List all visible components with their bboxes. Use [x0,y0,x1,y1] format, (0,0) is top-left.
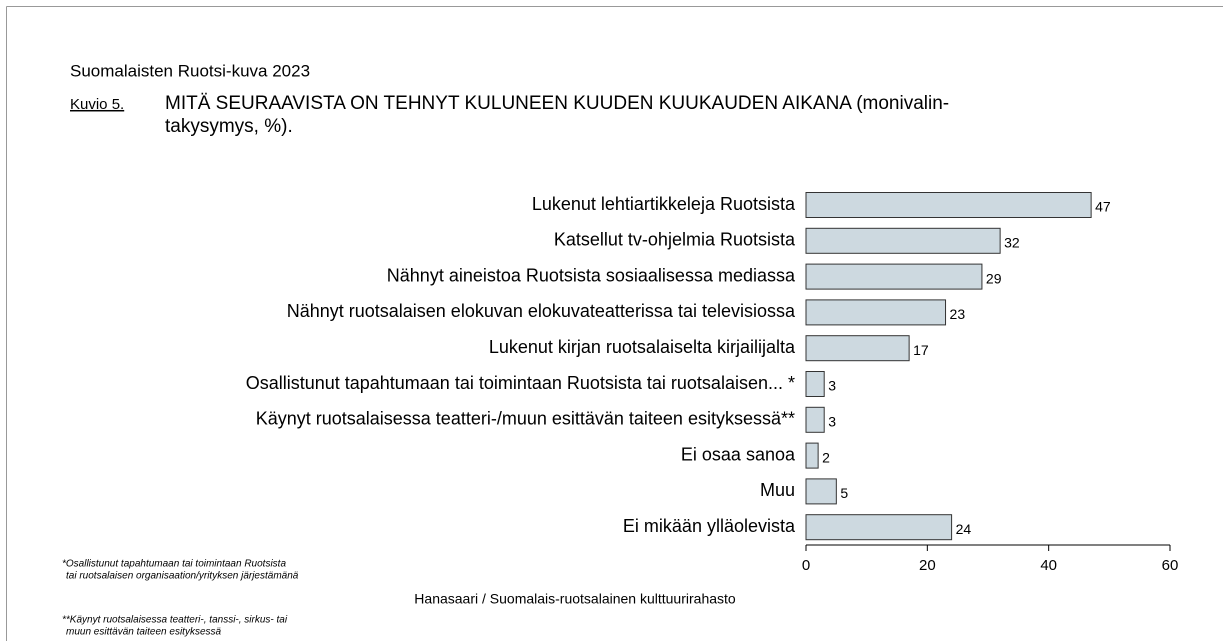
bar [805,371,825,397]
value-label: 3 [828,414,836,430]
value-label: 2 [822,449,830,465]
subtitle: Suomalaisten Ruotsi-kuva 2023 [70,61,310,80]
x-tick-label: 0 [802,557,810,574]
bar [805,514,953,541]
category-label: Katsellut tv-ohjelmia Ruotsista [554,230,796,250]
bar [805,335,910,362]
category-label: Osallistunut tapahtumaan tai toimintaan … [246,373,795,393]
source: Hanasaari / Suomalais-ruotsalainen kultt… [414,591,736,607]
value-label: 23 [950,306,966,322]
bar [805,442,819,469]
footnote: *Osallistunut tapahtumaan tai toimintaan… [62,559,286,570]
value-label: 47 [1095,199,1111,215]
category-label: Ei osaa sanoa [681,444,796,464]
x-tick-label: 20 [919,557,936,574]
title-line: takysymys, %). [165,116,293,137]
category-label: Nähnyt ruotsalaisen elokuvan elokuvateat… [287,301,796,321]
title-line: MITÄ SEURAAVISTA ON TEHNYT KULUNEEN KUUD… [165,93,949,114]
x-tick-label: 40 [1040,557,1057,574]
value-label: 24 [956,521,972,537]
category-label: Ei mikään ylläolevista [623,516,796,536]
bar [805,263,983,290]
value-label: 3 [828,378,836,394]
value-label: 17 [913,342,929,358]
bar [805,406,825,433]
value-label: 32 [1004,235,1020,251]
bar [805,478,837,505]
category-label: Lukenut kirjan ruotsalaiselta kirjailija… [489,337,796,357]
bar [805,299,947,326]
category-label: Lukenut lehtiartikkeleja Ruotsista [532,194,796,214]
category-label: Käynyt ruotsalaisessa teatteri-/muun esi… [256,409,795,429]
value-label: 29 [986,270,1002,286]
footnote: tai ruotsalaisen organisaation/yrityksen… [66,571,299,582]
category-label: Muu [760,480,795,500]
footnote: muun esittävän taiteen esityksessä [66,627,222,638]
footnote: **Käynyt ruotsalaisessa teatteri-, tanss… [62,615,288,626]
value-label: 5 [840,485,848,501]
figure-label: Kuvio 5. [70,96,124,113]
x-tick-label: 60 [1162,557,1179,574]
bar [805,192,1092,218]
bar [805,227,1001,254]
category-label: Nähnyt aineistoa Ruotsista sosiaalisessa… [387,265,796,285]
